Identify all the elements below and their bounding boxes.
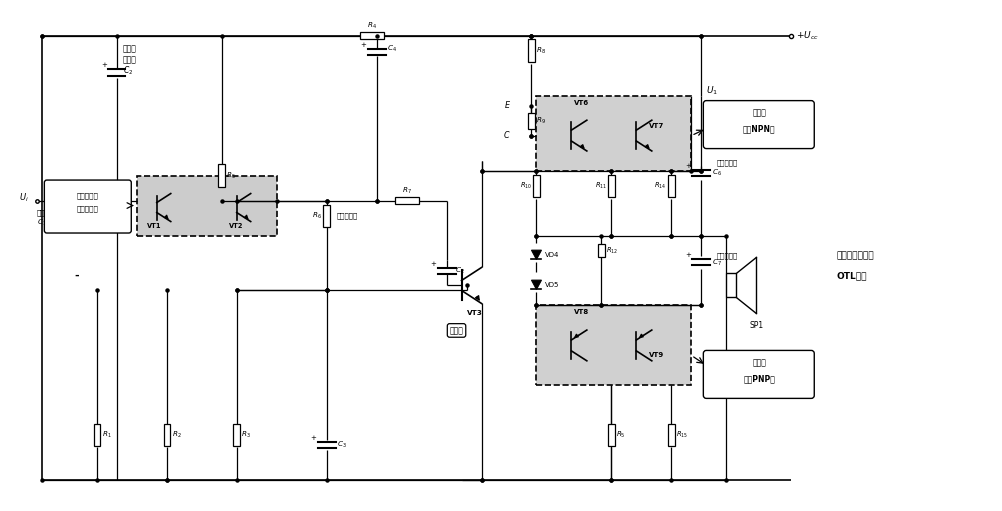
Text: 电压放大器: 电压放大器 (77, 205, 98, 212)
Text: $C_2$: $C_2$ (122, 64, 133, 77)
Bar (667, 424, 674, 446)
Text: 复合管: 复合管 (752, 108, 766, 117)
FancyBboxPatch shape (44, 180, 131, 233)
Text: 复合管: 复合管 (752, 358, 766, 367)
Text: +: + (311, 435, 317, 442)
FancyBboxPatch shape (536, 306, 690, 385)
Text: 电容器: 电容器 (122, 55, 136, 64)
Text: $C_4$: $C_4$ (386, 43, 396, 54)
Text: OTL电路: OTL电路 (836, 271, 866, 280)
Text: 自举电容器: 自举电容器 (715, 159, 736, 166)
Bar (533, 175, 539, 197)
Text: $C_1$: $C_1$ (37, 217, 46, 227)
Text: $R_{12}$: $R_{12}$ (605, 245, 617, 256)
Text: -: - (74, 270, 79, 281)
Text: $R_5$: $R_5$ (226, 171, 236, 181)
Text: $C_3$: $C_3$ (337, 440, 346, 451)
Text: VT7: VT7 (648, 123, 663, 129)
Text: $R_{15}$: $R_{15}$ (675, 430, 687, 440)
Text: E: E (504, 101, 509, 110)
Bar (394, 197, 418, 204)
Text: VT9: VT9 (648, 353, 663, 358)
Text: $U_1$: $U_1$ (705, 84, 717, 97)
Text: $U_i$: $U_i$ (19, 191, 29, 204)
Text: +: + (684, 162, 690, 169)
Text: $R_4$: $R_4$ (367, 20, 376, 31)
Text: $R_6$: $R_6$ (312, 211, 322, 221)
Bar (607, 424, 614, 446)
Text: VT1: VT1 (146, 222, 161, 228)
Bar (528, 112, 534, 129)
Text: 去耦合: 去耦合 (122, 44, 136, 53)
Bar (218, 164, 224, 187)
Text: +: + (361, 42, 366, 48)
FancyBboxPatch shape (702, 101, 814, 149)
Text: 等效NPN管: 等效NPN管 (742, 124, 775, 133)
Text: $R_1$: $R_1$ (101, 430, 111, 440)
Bar (528, 39, 534, 62)
Bar (725, 273, 735, 297)
Text: 复合互补对称式: 复合互补对称式 (836, 251, 873, 260)
Text: $+U_{cc}$: $+U_{cc}$ (796, 30, 819, 42)
Text: $C_6$: $C_6$ (711, 168, 721, 178)
Text: $R_8$: $R_8$ (536, 45, 546, 56)
Text: 输出电容器: 输出电容器 (715, 252, 736, 259)
Text: C: C (503, 131, 509, 140)
Text: VT6: VT6 (573, 100, 588, 106)
Text: +: + (101, 62, 107, 68)
FancyBboxPatch shape (136, 176, 277, 236)
Text: 推动管: 推动管 (449, 326, 463, 335)
Text: +: + (430, 261, 436, 267)
FancyBboxPatch shape (536, 96, 690, 171)
Bar (607, 175, 614, 197)
Text: $R_7$: $R_7$ (401, 185, 411, 196)
Text: $R_{10}$: $R_{10}$ (519, 180, 531, 191)
Text: VT3: VT3 (466, 311, 482, 316)
Bar (233, 424, 239, 446)
Text: $R_9$: $R_9$ (536, 115, 546, 126)
Text: $R_3$: $R_3$ (241, 430, 250, 440)
Text: 等效PNP管: 等效PNP管 (742, 374, 775, 383)
Text: 耦合电容器: 耦合电容器 (37, 209, 58, 216)
Bar (597, 244, 604, 257)
Text: $C_2$: $C_2$ (454, 265, 464, 275)
Text: VT2: VT2 (229, 222, 243, 228)
Text: $R_5$: $R_5$ (615, 430, 625, 440)
Text: SP1: SP1 (748, 321, 763, 330)
Bar (667, 175, 674, 197)
Text: $R_{11}$: $R_{11}$ (594, 180, 606, 191)
FancyBboxPatch shape (702, 351, 814, 399)
Polygon shape (531, 250, 541, 260)
Text: VD4: VD4 (544, 252, 558, 258)
Polygon shape (531, 280, 541, 289)
Text: $R_2$: $R_2$ (171, 430, 181, 440)
Text: VT8: VT8 (573, 310, 588, 315)
Text: $C_7$: $C_7$ (711, 258, 720, 268)
Text: VD5: VD5 (544, 282, 558, 288)
Text: 消振电容器: 消振电容器 (337, 212, 358, 219)
Text: +: + (684, 252, 690, 259)
Bar (93, 424, 100, 446)
Bar (360, 32, 383, 39)
Bar (323, 204, 330, 226)
Text: 差动晶体管: 差动晶体管 (77, 192, 98, 199)
Text: $R_{14}$: $R_{14}$ (653, 180, 666, 191)
Bar (163, 424, 169, 446)
